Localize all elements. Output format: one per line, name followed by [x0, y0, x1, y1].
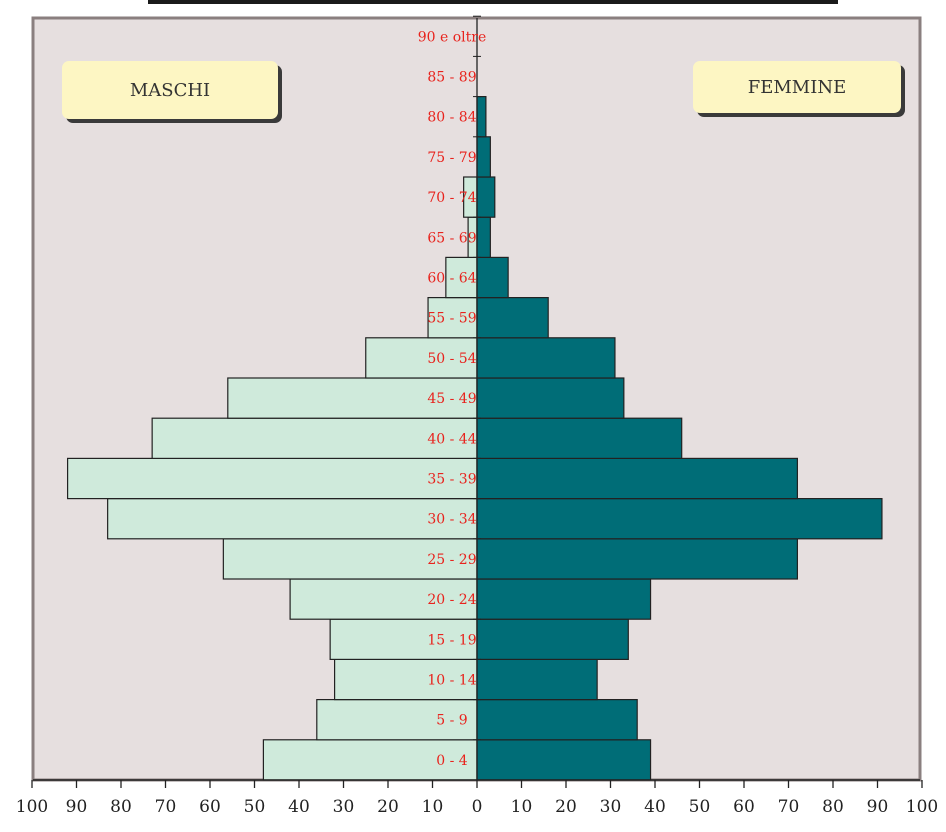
age-label-14: 70 - 74: [427, 190, 476, 206]
age-label-13: 65 - 69: [427, 230, 476, 246]
bar-femmine-14: [476, 176, 496, 218]
x-tick-label-11: 10: [511, 797, 533, 817]
bar-femmine-1: [476, 698, 638, 741]
bar-maschi-9: [227, 377, 478, 419]
x-tick-label-4: 60: [199, 797, 221, 817]
age-label-3: 15 - 19: [427, 632, 476, 648]
bar-femmine-2: [476, 658, 598, 701]
legend-femmine: FEMMINE: [693, 61, 905, 117]
x-tick-label-7: 30: [333, 797, 355, 817]
bar-femmine-6: [476, 498, 883, 540]
bar-maschi-8: [151, 417, 478, 460]
x-tick-label-9: 10: [422, 797, 444, 817]
bar-maschi-4: [289, 578, 478, 620]
bar-maschi-2: [334, 658, 478, 701]
age-label-7: 35 - 39: [427, 472, 476, 488]
bar-maschi-5: [222, 538, 478, 580]
legend-label-maschi: MASCHI: [130, 80, 210, 101]
age-label-10: 50 - 54: [427, 351, 476, 367]
age-label-5: 25 - 29: [427, 552, 476, 568]
x-tick-label-13: 30: [600, 797, 622, 817]
x-tick-label-3: 70: [155, 797, 177, 817]
top-title-bar: [148, 0, 838, 4]
age-label-12: 60 - 64: [427, 271, 476, 287]
bar-femmine-8: [476, 417, 683, 460]
age-label-0: 0 - 4: [436, 753, 468, 769]
bar-femmine-0: [476, 739, 652, 781]
age-label-9: 45 - 49: [427, 391, 476, 407]
bar-maschi-6: [107, 498, 478, 540]
x-tick-label-1: 90: [66, 797, 88, 817]
x-tick-label-20: 100: [906, 797, 938, 817]
bar-femmine-9: [476, 377, 625, 419]
bar-maschi-7: [66, 457, 478, 500]
x-tick-label-0: 100: [16, 797, 48, 817]
age-label-6: 30 - 34: [427, 512, 476, 528]
age-label-15: 75 - 79: [427, 150, 476, 166]
x-tick-label-2: 80: [110, 797, 132, 817]
bar-femmine-15: [476, 136, 491, 178]
x-tick-label-6: 40: [288, 797, 310, 817]
age-label-2: 10 - 14: [427, 673, 476, 689]
x-tick-label-19: 90: [867, 797, 889, 817]
bar-femmine-7: [476, 457, 798, 500]
bar-femmine-3: [476, 618, 629, 661]
x-tick-label-17: 70: [778, 797, 800, 817]
bar-maschi-10: [365, 337, 478, 379]
x-tick-label-15: 50: [689, 797, 711, 817]
x-tick-label-8: 20: [377, 797, 399, 817]
bars-layer: [66, 95, 883, 781]
legend-label-femmine: FEMMINE: [748, 77, 847, 98]
legend-maschi: MASCHI: [62, 61, 282, 123]
age-label-11: 55 - 59: [427, 311, 476, 327]
age-label-17: 85 - 89: [427, 70, 476, 86]
axis-layer: 100 90 80 70 60 50 40 30 20 10 0 10 20 30 40 50 60 70 80 90…: [16, 15, 938, 817]
age-label-18: 90 e oltre: [418, 29, 487, 45]
bar-femmine-5: [476, 538, 798, 580]
bar-femmine-10: [476, 337, 616, 379]
bar-maschi-0: [262, 739, 478, 781]
bar-femmine-16: [476, 95, 487, 138]
bar-femmine-12: [476, 256, 509, 299]
x-tick-label-14: 40: [644, 797, 666, 817]
bar-femmine-11: [476, 297, 549, 339]
x-tick-label-12: 20: [555, 797, 577, 817]
age-label-4: 20 - 24: [427, 592, 476, 608]
age-label-1: 5 - 9: [436, 713, 467, 729]
age-label-8: 40 - 44: [427, 431, 476, 447]
bar-femmine-13: [476, 216, 491, 258]
x-tick-label-16: 60: [733, 797, 755, 817]
age-label-16: 80 - 84: [427, 110, 476, 126]
x-tick-label-18: 80: [822, 797, 844, 817]
x-tick-label-10: 0: [472, 797, 483, 817]
age-labels-layer: 0 - 4 5 - 9 10 - 14 15 - 19 20 - 24 25 - 29 30…: [418, 29, 487, 769]
x-tick-label-5: 50: [244, 797, 266, 817]
bar-maschi-3: [329, 618, 478, 661]
bar-femmine-4: [476, 578, 652, 620]
